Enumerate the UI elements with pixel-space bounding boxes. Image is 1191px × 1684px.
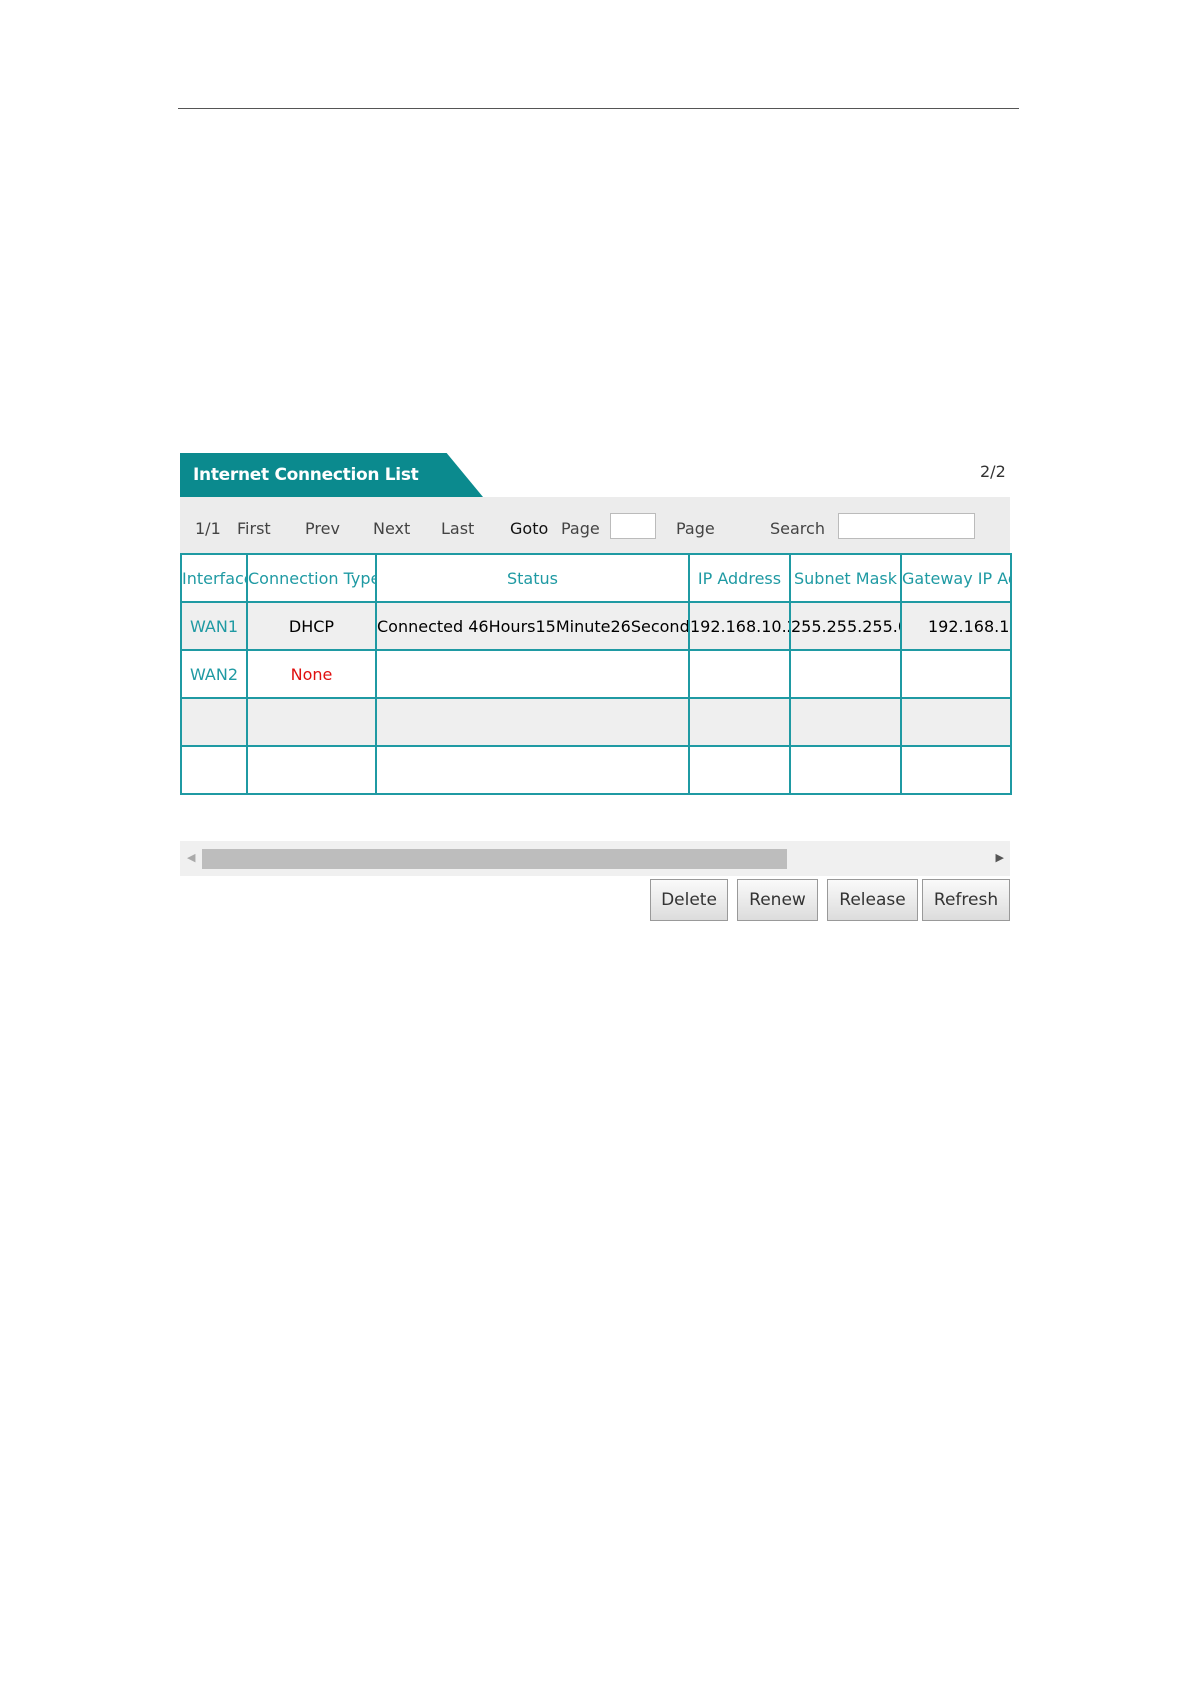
empty-cell bbox=[375, 697, 690, 747]
header-gateway-ip[interactable]: Gateway IP Ad bbox=[900, 553, 1012, 603]
horizontal-scrollbar[interactable]: ◀ ▶ bbox=[180, 841, 1010, 876]
scroll-left-icon[interactable]: ◀ bbox=[187, 851, 196, 864]
empty-cell bbox=[688, 697, 791, 747]
page-count: 2/2 bbox=[980, 462, 1006, 481]
empty-cell bbox=[246, 745, 377, 795]
table-row-empty bbox=[180, 697, 1012, 747]
header-connection-type[interactable]: Connection Type bbox=[246, 553, 377, 603]
cell-interface[interactable]: WAN2 bbox=[180, 649, 248, 699]
page-label: Page bbox=[561, 519, 600, 538]
cell-ip-address: 192.168.10.2 bbox=[688, 601, 791, 651]
goto-link[interactable]: Goto bbox=[510, 519, 549, 538]
last-link[interactable]: Last bbox=[441, 519, 475, 538]
first-link[interactable]: First bbox=[237, 519, 271, 538]
prev-link[interactable]: Prev bbox=[305, 519, 340, 538]
cell-status: Connected 46Hours15Minute26Seconds bbox=[375, 601, 690, 651]
page-info: 1/1 bbox=[195, 519, 221, 538]
next-link[interactable]: Next bbox=[373, 519, 411, 538]
table-row[interactable]: WAN2 None bbox=[180, 649, 1012, 699]
search-input[interactable] bbox=[838, 513, 975, 539]
cell-gateway-ip bbox=[900, 649, 1012, 699]
scrollbar-thumb[interactable] bbox=[202, 849, 787, 869]
scroll-right-icon[interactable]: ▶ bbox=[995, 851, 1004, 864]
cell-subnet-mask: 255.255.255.0 bbox=[789, 601, 902, 651]
cell-connection-type: None bbox=[246, 649, 377, 699]
empty-cell bbox=[900, 745, 1012, 795]
page-label-2: Page bbox=[676, 519, 715, 538]
table-header: Interface Connection Type Status IP Addr… bbox=[180, 553, 1012, 603]
table-row-empty bbox=[180, 745, 1012, 795]
header-subnet-mask[interactable]: Subnet Mask bbox=[789, 553, 902, 603]
cell-interface[interactable]: WAN1 bbox=[180, 601, 248, 651]
page-rule bbox=[178, 108, 1019, 109]
connection-table: Interface Connection Type Status IP Addr… bbox=[180, 553, 1012, 795]
empty-cell bbox=[180, 745, 248, 795]
empty-cell bbox=[688, 745, 791, 795]
release-button[interactable]: Release bbox=[827, 879, 918, 921]
empty-cell bbox=[246, 697, 377, 747]
delete-button[interactable]: Delete bbox=[650, 879, 728, 921]
panel-title: Internet Connection List bbox=[180, 453, 483, 497]
cell-connection-type: DHCP bbox=[246, 601, 377, 651]
empty-cell bbox=[789, 745, 902, 795]
renew-button[interactable]: Renew bbox=[737, 879, 818, 921]
header-interface[interactable]: Interface bbox=[180, 553, 248, 603]
table-row[interactable]: WAN1 DHCP Connected 46Hours15Minute26Sec… bbox=[180, 601, 1012, 651]
pagination-toolbar: 1/1 First Prev Next Last Goto Page Page … bbox=[180, 497, 1010, 553]
cell-status bbox=[375, 649, 690, 699]
header-status[interactable]: Status bbox=[375, 553, 690, 603]
empty-cell bbox=[375, 745, 690, 795]
refresh-button[interactable]: Refresh bbox=[922, 879, 1010, 921]
search-label: Search bbox=[770, 519, 825, 538]
cell-ip-address bbox=[688, 649, 791, 699]
empty-cell bbox=[900, 697, 1012, 747]
empty-cell bbox=[789, 697, 902, 747]
header-ip-address[interactable]: IP Address bbox=[688, 553, 791, 603]
cell-subnet-mask bbox=[789, 649, 902, 699]
empty-cell bbox=[180, 697, 248, 747]
cell-gateway-ip: 192.168.10 bbox=[900, 601, 1012, 651]
goto-page-input[interactable] bbox=[610, 513, 656, 539]
